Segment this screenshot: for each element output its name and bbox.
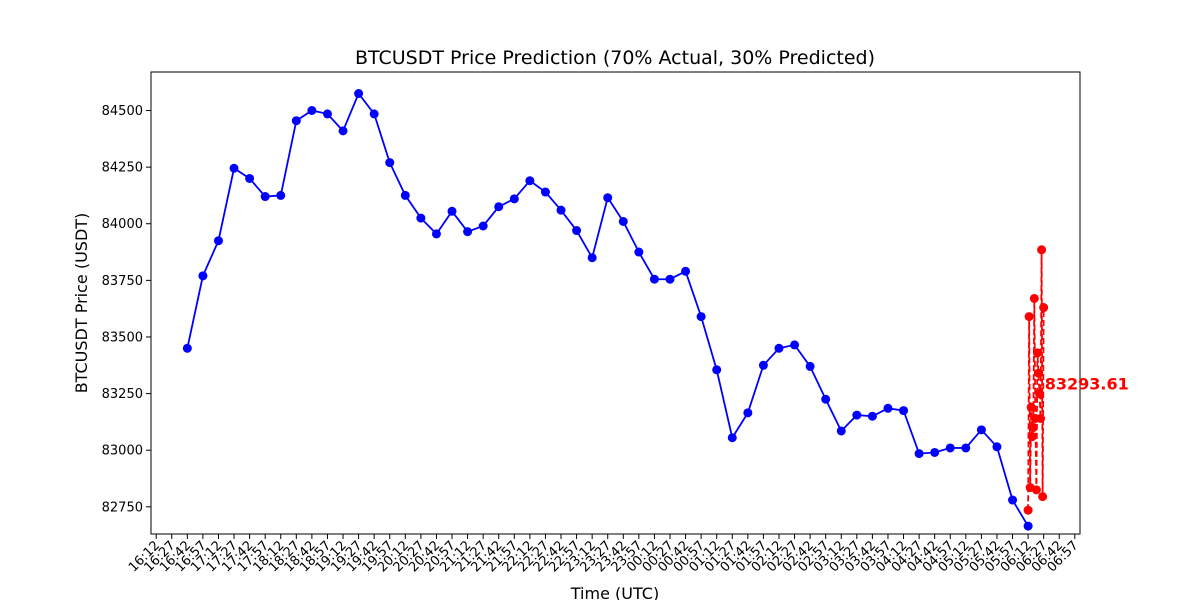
data-point (649, 274, 659, 284)
data-point (572, 226, 582, 236)
data-point (712, 365, 722, 375)
data-point (665, 274, 675, 284)
data-point (634, 247, 644, 257)
data-point (416, 213, 426, 223)
data-point (245, 173, 255, 183)
data-point (322, 109, 332, 119)
data-point (1026, 402, 1036, 412)
data-point (1036, 414, 1046, 423)
data-point (182, 343, 192, 353)
data-point (930, 447, 940, 457)
data-point (291, 116, 301, 126)
data-point (260, 192, 270, 202)
data-point (307, 106, 317, 115)
y-axis-label: BTCUSDT Price (USDT) (72, 213, 91, 394)
data-point (821, 394, 831, 404)
data-point (899, 406, 909, 416)
data-point (836, 426, 846, 436)
data-point (494, 202, 504, 212)
y-axis: 82750 83000 83250 83500 83750 84000 84250 84500 (102, 104, 151, 515)
data-point (525, 176, 535, 186)
data-point (1038, 492, 1048, 502)
data-point (961, 443, 971, 453)
data-point (1039, 303, 1049, 313)
data-point (1031, 485, 1041, 495)
y-tick-label: 84500 (102, 104, 143, 119)
x-axis-label: Time (UTC) (570, 584, 659, 600)
x-axis: 16:1216:2716:4216:5717:1217:2717:4217:57… (126, 534, 1082, 575)
data-point (1023, 505, 1033, 515)
y-tick-label: 83000 (102, 444, 143, 459)
data-point (400, 190, 410, 200)
data-point (774, 343, 784, 353)
y-tick-label: 83250 (102, 387, 143, 402)
data-point (509, 194, 519, 204)
data-point (1033, 368, 1043, 378)
data-point (1024, 312, 1034, 322)
data-point (540, 187, 550, 197)
data-point (603, 193, 613, 203)
data-point (790, 340, 800, 350)
y-tick-label: 84000 (102, 217, 143, 232)
data-point (743, 408, 753, 418)
data-point (696, 312, 706, 322)
data-point (976, 425, 986, 435)
data-point (1023, 521, 1033, 531)
y-tick-label: 82750 (102, 500, 143, 515)
data-point (618, 216, 628, 226)
data-point (276, 190, 286, 200)
y-tick-label: 83750 (102, 274, 143, 289)
data-point (385, 158, 395, 168)
data-point (463, 227, 473, 237)
data-point (1008, 495, 1018, 505)
data-point (587, 253, 597, 263)
data-point (556, 205, 566, 215)
chart-title: BTCUSDT Price Prediction (70% Actual, 30… (355, 47, 875, 69)
y-tick-label: 83500 (102, 330, 143, 345)
data-point (758, 360, 768, 370)
data-point (354, 89, 364, 99)
plot-frame (150, 71, 1081, 535)
data-point (727, 433, 737, 443)
data-point (1027, 432, 1037, 442)
data-point (1028, 423, 1038, 433)
data-point (198, 271, 208, 281)
data-point (431, 229, 441, 239)
data-point (681, 266, 691, 276)
data-point (1032, 348, 1042, 358)
plot-area (182, 89, 1049, 531)
data-point (883, 403, 893, 413)
series-line-1 (1027, 249, 1045, 511)
data-point (369, 109, 379, 119)
data-point (1029, 293, 1039, 303)
data-point (213, 236, 223, 246)
last-price-annotation: 83293.61 (1045, 375, 1129, 394)
data-point (852, 410, 862, 420)
data-point (914, 449, 924, 459)
data-point (478, 221, 488, 231)
data-point (992, 442, 1002, 452)
data-point (867, 411, 877, 421)
annotations: 83293.61 (1045, 375, 1129, 394)
data-point (229, 163, 239, 173)
data-point (1037, 245, 1047, 255)
data-point (447, 206, 457, 216)
y-tick-label: 84250 (102, 161, 143, 176)
data-point (1035, 389, 1045, 399)
series-line-0 (186, 91, 1029, 527)
data-point (805, 361, 815, 371)
data-point (945, 443, 955, 453)
data-point (338, 126, 348, 136)
